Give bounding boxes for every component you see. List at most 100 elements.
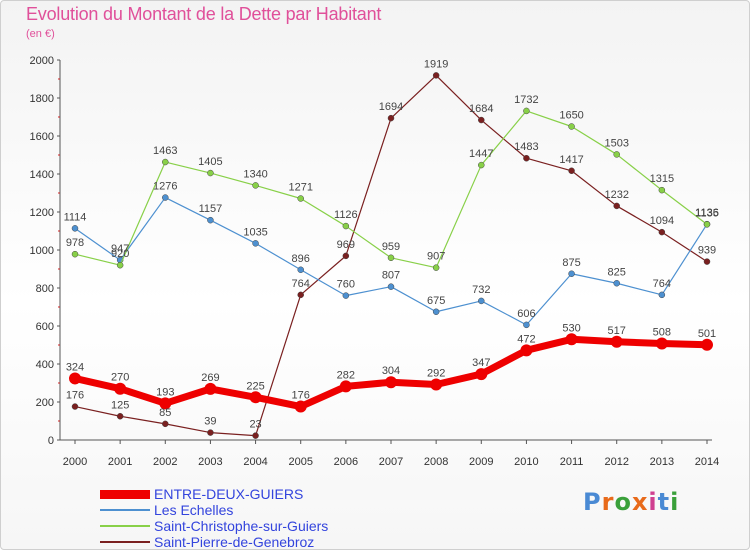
data-label: 39 — [204, 416, 216, 428]
data-label: 1463 — [153, 145, 177, 157]
data-label: 959 — [382, 241, 400, 253]
data-label: 875 — [562, 257, 580, 269]
data-label: 1136 — [695, 207, 719, 219]
y-tick-label: 1400 — [30, 169, 54, 181]
data-label: 1694 — [379, 101, 403, 113]
data-point — [523, 154, 530, 162]
data-point — [703, 258, 711, 265]
data-label: 896 — [292, 253, 310, 265]
data-point — [658, 186, 666, 194]
x-tick-label: 2004 — [243, 456, 267, 468]
data-label: 760 — [337, 279, 355, 291]
data-point — [71, 225, 79, 232]
legend: ENTRE-DEUX-GUIERS Les Echelles Saint-Chris… — [100, 486, 328, 550]
data-label: 508 — [653, 326, 671, 338]
data-point — [520, 344, 533, 357]
data-point — [342, 252, 350, 260]
x-tick-label: 2005 — [288, 456, 312, 468]
data-point — [610, 335, 623, 348]
legend-item: Saint-Christophe-sur-Guiers — [100, 518, 328, 534]
data-label: 176 — [292, 390, 310, 402]
data-label: 225 — [246, 380, 264, 392]
data-label: 270 — [111, 372, 129, 384]
data-point — [655, 337, 668, 350]
x-tick-label: 2001 — [108, 456, 132, 468]
data-label: 501 — [698, 328, 716, 340]
legend-label: Saint-Pierre-de-Genebroz — [154, 534, 315, 550]
x-tick-label: 2002 — [153, 456, 177, 468]
data-point — [69, 372, 81, 385]
data-point — [387, 283, 395, 290]
legend-label: ENTRE-DEUX-GUIERS — [154, 486, 304, 502]
data-label: 1650 — [559, 110, 583, 122]
legend-swatch — [100, 489, 150, 499]
y-tick-label: 1000 — [30, 245, 54, 257]
data-label: 1417 — [559, 154, 583, 166]
y-tick-label: 2000 — [30, 55, 54, 67]
data-point — [342, 292, 350, 299]
x-tick-label: 2011 — [560, 456, 584, 468]
data-point — [701, 338, 713, 351]
y-tick-label: 800 — [36, 283, 54, 295]
legend-label: Les Echelles — [154, 502, 234, 518]
legend-swatch — [100, 509, 150, 511]
data-point — [430, 378, 443, 391]
data-point — [523, 107, 530, 115]
data-point — [114, 382, 127, 395]
chart-title: Evolution du Montant de la Dette par Hab… — [26, 4, 382, 24]
data-label: 1503 — [604, 137, 628, 149]
legend-item: Les Echelles — [100, 502, 328, 518]
data-point — [207, 169, 214, 177]
y-tick-label: 1800 — [30, 93, 54, 105]
data-point — [162, 420, 169, 428]
data-label: 1135 — [695, 207, 719, 219]
data-point — [432, 264, 440, 271]
x-tick-label: 2014 — [695, 456, 719, 468]
data-point — [613, 151, 620, 158]
x-tick-label: 2000 — [63, 456, 87, 468]
data-label: 1271 — [288, 182, 312, 194]
data-point — [162, 194, 169, 201]
data-label: 1483 — [514, 141, 538, 153]
data-label: 764 — [653, 278, 671, 290]
data-point — [568, 167, 575, 175]
data-label: 1340 — [243, 168, 267, 180]
data-point — [252, 432, 259, 439]
data-point — [478, 297, 485, 305]
data-point — [297, 291, 304, 299]
data-label: 85 — [159, 407, 171, 419]
data-label: 969 — [337, 239, 355, 251]
x-tick-label: 2006 — [334, 456, 358, 468]
data-label: 825 — [608, 266, 626, 278]
data-label: 764 — [292, 278, 310, 290]
data-point — [568, 270, 575, 277]
data-point — [297, 195, 304, 202]
data-label: 978 — [66, 237, 84, 249]
data-label: 947 — [111, 243, 129, 255]
legend-item: Saint-Pierre-de-Genebroz — [100, 534, 328, 550]
x-tick-label: 2008 — [424, 456, 448, 468]
data-point — [297, 266, 304, 274]
x-tick-label: 2013 — [650, 456, 674, 468]
data-point — [252, 182, 259, 189]
data-point — [387, 114, 395, 122]
series-line-1 — [74, 196, 708, 326]
data-label: 530 — [562, 322, 580, 334]
data-label: 1232 — [604, 189, 628, 201]
y-tick-label: 1200 — [30, 207, 54, 219]
data-point — [162, 158, 169, 166]
data-point — [478, 116, 485, 124]
legend-swatch — [100, 541, 150, 543]
data-label: 304 — [382, 365, 400, 377]
data-point — [249, 391, 262, 404]
data-label: 1094 — [650, 215, 674, 227]
data-label: 907 — [427, 251, 445, 263]
data-point — [658, 291, 666, 299]
unit-label: (en €) — [26, 28, 55, 40]
x-tick-label: 2003 — [198, 456, 222, 468]
data-label: 606 — [517, 308, 535, 320]
data-point — [613, 280, 620, 287]
data-point — [204, 382, 217, 395]
data-label: 1035 — [243, 226, 267, 238]
